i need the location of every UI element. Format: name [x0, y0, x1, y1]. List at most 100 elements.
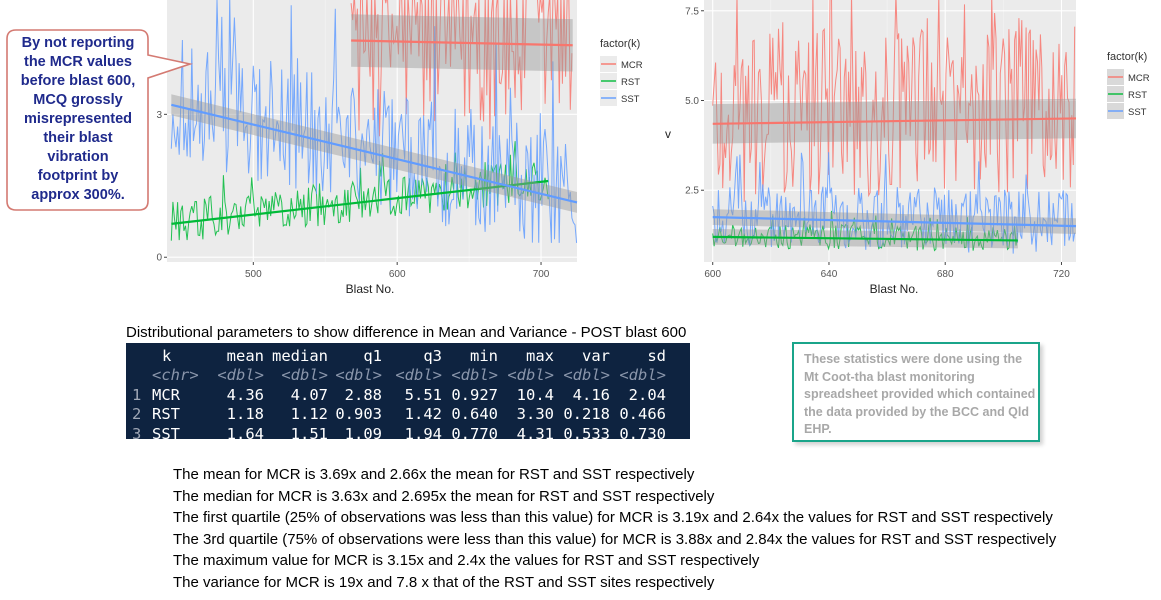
- finding-mean: The mean for MCR is 3.69x and 2.66x the …: [173, 466, 695, 483]
- legend-label-mcr: MCR: [621, 60, 643, 71]
- type-max: <dbl>: [507, 366, 554, 385]
- finding-first-quartile: The first quartile (25% of observations …: [173, 509, 1053, 526]
- cell-k: RST: [152, 405, 180, 424]
- table-row: 1 MCR 4.36 4.07 2.88 5.51 0.927 10.4 4.1…: [132, 385, 666, 405]
- table-title: Distributional parameters to show differ…: [126, 324, 687, 341]
- cell-max: 4.31: [516, 424, 554, 443]
- callout-text: By not reporting the MCR values before b…: [20, 35, 136, 203]
- type-q1: <dbl>: [335, 366, 382, 385]
- header-min: min: [470, 346, 498, 365]
- cell-median: 1.12: [290, 405, 328, 424]
- cell-min: 0.927: [451, 385, 498, 404]
- cell-mean: 1.18: [226, 405, 264, 424]
- mcr-trend-line: [351, 39, 573, 47]
- cell-sd: 0.466: [619, 405, 666, 424]
- table-header-row: k mean median q1 q3 min max var sd: [132, 346, 666, 366]
- y-tick-label: 7.5: [685, 6, 699, 17]
- y-tick-label: 3: [156, 110, 162, 121]
- type-sd: <dbl>: [619, 366, 666, 385]
- header-mean: mean: [226, 346, 264, 365]
- mcr-series-line: [350, 0, 573, 140]
- header-max: max: [526, 346, 554, 365]
- table-row: 3 SST 1.64 1.51 1.09 1.94 0.770 4.31 0.5…: [132, 424, 666, 444]
- type-k: <chr>: [152, 366, 199, 385]
- finding-median: The median for MCR is 3.63x and 2.695x t…: [173, 487, 715, 505]
- x-tick-label: 720: [1053, 269, 1070, 280]
- header-q1: q1: [363, 346, 382, 365]
- header-sd: sd: [647, 346, 666, 365]
- sst-trend-line: [171, 103, 578, 204]
- source-note-box: These statistics were done using the Mt …: [792, 342, 1040, 442]
- finding-maximum: The maximum value for MCR is 3.15x and 2…: [173, 552, 760, 569]
- cell-median: 4.07: [290, 385, 328, 404]
- mcr-trend-line: [712, 117, 1077, 125]
- type-min: <dbl>: [451, 366, 498, 385]
- cell-var: 4.16: [572, 385, 610, 404]
- legend-label-sst: SST: [1128, 107, 1147, 118]
- legend-label-rst: RST: [621, 77, 640, 88]
- header-k: k: [162, 346, 172, 365]
- callout-bubble: [6, 29, 194, 211]
- cell-mean: 4.36: [226, 385, 264, 404]
- legend-title: factor(k): [600, 38, 640, 50]
- row-number: 1: [132, 385, 142, 404]
- header-q3: q3: [423, 346, 442, 365]
- cell-q3: 5.51: [404, 385, 442, 404]
- right-x-axis-label: Blast No.: [870, 282, 919, 296]
- finding-variance: The variance for MCR is 19x and 7.8 x th…: [173, 573, 715, 591]
- table-row: 2 RST 1.18 1.12 0.903 1.42 0.640 3.30 0.…: [132, 405, 666, 425]
- rst-trend-line: [712, 235, 1018, 242]
- stats-console: k mean median q1 q3 min max var sd <chr>…: [126, 343, 690, 443]
- type-var: <dbl>: [563, 366, 610, 385]
- cell-sd: 2.04: [628, 385, 666, 404]
- cell-sd: 0.730: [619, 424, 666, 443]
- x-tick-label: 680: [937, 269, 954, 280]
- stats-table: k mean median q1 q3 min max var sd <chr>…: [132, 346, 666, 444]
- row-number: 3: [132, 424, 142, 443]
- cell-mean: 1.64: [226, 424, 264, 443]
- type-mean: <dbl>: [217, 366, 264, 385]
- sst-trend-line: [712, 216, 1077, 228]
- rst-trend-line: [171, 179, 549, 225]
- y-tick-label: 0: [156, 253, 162, 264]
- y-tick-label: 2.5: [685, 186, 699, 197]
- right-chart: 600 640 680 720 2.5 5.0 7.5 v Blast No. factor…: [665, 0, 1150, 296]
- cell-min: 0.640: [451, 405, 498, 424]
- x-tick-label: 640: [821, 269, 838, 280]
- cell-q1: 1.09: [344, 424, 382, 443]
- cell-median: 1.51: [290, 424, 328, 443]
- cell-q3: 1.42: [404, 405, 442, 424]
- mcr-series-line: [712, 0, 1076, 202]
- header-var: var: [582, 346, 610, 365]
- type-median: <dbl>: [281, 366, 328, 385]
- cell-var: 0.218: [563, 405, 610, 424]
- cell-k: MCR: [152, 385, 180, 404]
- legend-title: factor(k): [1107, 51, 1147, 63]
- table-type-row: <chr> <dbl> <dbl> <dbl> <dbl> <dbl> <dbl…: [132, 366, 666, 386]
- x-tick-label: 500: [245, 269, 262, 280]
- finding-third-quartile: The 3rd quartile (75% of observations we…: [173, 530, 1057, 548]
- x-tick-label: 600: [389, 269, 406, 280]
- source-note-text: These statistics were done using the Mt …: [804, 352, 1036, 437]
- cell-var: 0.533: [563, 424, 610, 443]
- legend-label-mcr: MCR: [1128, 73, 1150, 84]
- cell-q1: 0.903: [335, 405, 382, 424]
- findings-list: The mean for MCR is 3.69x and 2.66x the …: [173, 464, 1056, 593]
- cell-max: 10.4: [516, 385, 554, 404]
- sst-series-line: [170, 0, 578, 243]
- legend-label-rst: RST: [1128, 90, 1147, 101]
- x-tick-label: 700: [533, 269, 550, 280]
- row-number: 2: [132, 405, 142, 424]
- cell-min: 0.770: [451, 424, 498, 443]
- right-y-axis-label: v: [665, 127, 671, 141]
- cell-q3: 1.94: [404, 424, 442, 443]
- left-x-axis-label: Blast No.: [346, 282, 395, 296]
- header-median: median: [272, 346, 328, 365]
- type-q3: <dbl>: [395, 366, 442, 385]
- cell-max: 3.30: [516, 405, 554, 424]
- y-tick-label: 5.0: [685, 96, 699, 107]
- cell-k: SST: [152, 424, 180, 443]
- legend-label-sst: SST: [621, 94, 640, 105]
- x-tick-label: 600: [704, 269, 721, 280]
- left-chart: 500 600 700 0 3 Blast No. factor(k) MCR RST SST: [156, 0, 643, 296]
